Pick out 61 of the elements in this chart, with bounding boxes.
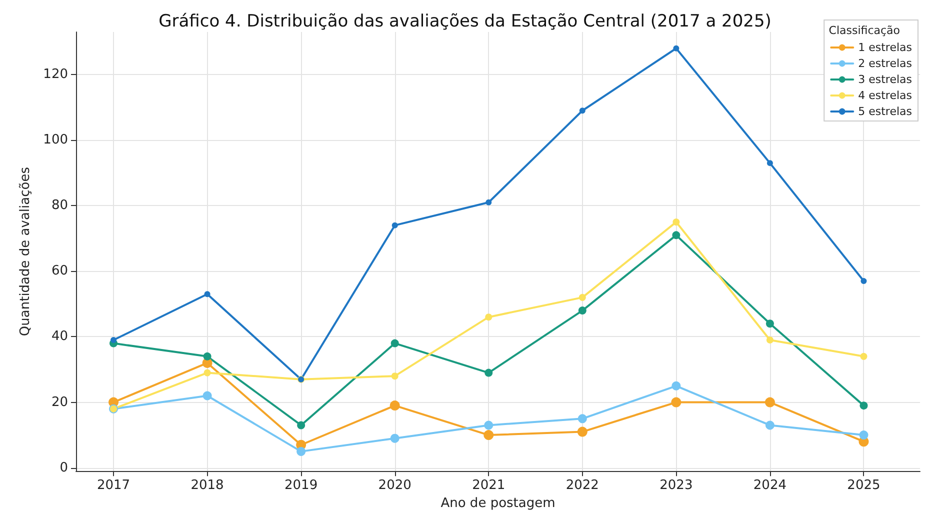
legend-label: 5 estrelas	[858, 105, 912, 118]
point	[392, 222, 398, 228]
x-tick-label: 2020	[378, 478, 412, 494]
x-tick-label: 2021	[472, 478, 506, 494]
point	[390, 400, 400, 411]
point	[671, 397, 682, 408]
x-tick-label: 2024	[753, 478, 787, 494]
point	[204, 291, 210, 298]
legend-label: 2 estrelas	[858, 57, 912, 70]
y-tick-label: 80	[51, 198, 68, 214]
point	[202, 391, 212, 400]
y-tick-label: 20	[51, 394, 68, 410]
point	[578, 306, 586, 315]
point	[484, 368, 493, 377]
y-axis-title: Quantidade de avaliações	[18, 166, 33, 336]
point	[296, 446, 306, 456]
x-tick-label: 2019	[284, 478, 318, 494]
point	[110, 337, 117, 344]
legend-title: Classificação	[828, 24, 900, 37]
x-tick-label: 2023	[660, 478, 693, 494]
y-tick-label: 120	[43, 67, 68, 82]
point	[484, 420, 494, 430]
point	[204, 369, 211, 376]
y-tick-label: 0	[60, 460, 68, 476]
point	[579, 108, 586, 114]
point	[485, 314, 492, 321]
point	[486, 199, 492, 206]
point	[859, 430, 868, 440]
point	[766, 320, 774, 328]
x-tick-label: 2018	[190, 478, 224, 494]
point	[391, 372, 398, 380]
point	[672, 381, 681, 390]
point	[765, 420, 774, 430]
x-axis-title: Ano de postagem	[440, 496, 556, 511]
point	[577, 426, 588, 437]
point	[203, 352, 212, 360]
legend-label: 1 estrelas	[858, 41, 912, 54]
point	[297, 421, 306, 430]
y-tick-label: 100	[43, 132, 68, 148]
point	[860, 402, 868, 410]
point	[484, 430, 494, 440]
x-tick-label: 2022	[566, 478, 599, 494]
x-tick-label: 2017	[96, 478, 130, 494]
point	[578, 294, 586, 301]
point	[766, 160, 773, 166]
point	[764, 397, 775, 408]
point	[390, 339, 399, 348]
chart-title: Gráfico 4. Distribuição das avaliações da Estação Central (2017 a 2025)	[158, 12, 772, 32]
point	[390, 434, 400, 443]
point	[672, 218, 680, 226]
legend-label: 4 estrelas	[858, 89, 912, 102]
point	[673, 45, 680, 52]
point	[672, 231, 680, 240]
point	[860, 352, 868, 360]
point	[578, 414, 587, 424]
y-tick-label: 60	[51, 264, 68, 279]
x-tick-label: 2025	[847, 478, 880, 494]
legend-label: 3 estrelas	[858, 73, 912, 86]
point	[766, 336, 774, 344]
point	[860, 278, 867, 284]
y-tick-label: 40	[51, 329, 68, 344]
